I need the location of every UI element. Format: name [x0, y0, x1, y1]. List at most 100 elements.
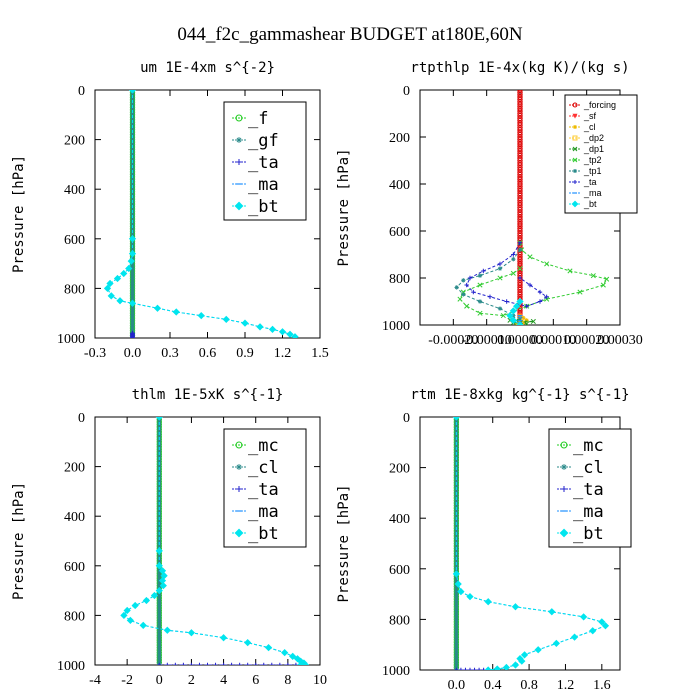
- y-tick-label: 400: [389, 178, 410, 193]
- data-point: [157, 621, 162, 627]
- legend-label: _ta: [248, 480, 279, 500]
- data-point: [130, 170, 135, 176]
- data-point: [157, 614, 162, 619]
- data-point: [484, 598, 492, 606]
- data-point: [130, 289, 135, 295]
- chart-title: rtpthlp 1E-4x(kg K)/(kg s): [410, 60, 629, 76]
- data-point: [464, 282, 469, 288]
- legend-marker: [234, 528, 244, 538]
- x-tick-label: 0.8: [520, 678, 538, 693]
- x-tick-label: -0.3: [84, 346, 106, 361]
- legend-marker: [572, 102, 578, 108]
- data-point: [157, 592, 162, 597]
- data-point: [454, 620, 459, 626]
- legend-label: _tp1: [583, 166, 602, 176]
- data-point: [130, 255, 135, 260]
- x-tick-label: 0.00030: [597, 333, 643, 348]
- data-point: [504, 299, 509, 304]
- data-point: [530, 318, 536, 325]
- data-point: [130, 151, 135, 156]
- data-point: [120, 269, 128, 278]
- data-point: [544, 294, 549, 299]
- data-point: [524, 304, 529, 309]
- chart-panel-2: rtpthlp 1E-4x(kg K)/(kg s) Pressure [hPa]…: [336, 60, 643, 348]
- legend-label: _f: [248, 109, 268, 129]
- data-point: [454, 489, 459, 494]
- data-point: [130, 116, 135, 121]
- data-point: [163, 626, 171, 634]
- data-point: [157, 418, 162, 423]
- legend-marker: [571, 200, 579, 208]
- data-point: [197, 662, 202, 665]
- data-point: [520, 651, 529, 659]
- data-point: [261, 662, 266, 665]
- x-tick-label: 0.4: [484, 678, 502, 693]
- data-point: [454, 600, 459, 606]
- data-point: [157, 662, 162, 665]
- legend-label: _ta: [583, 177, 597, 187]
- data-point: [130, 156, 135, 161]
- data-point: [130, 91, 135, 96]
- data-point: [289, 652, 297, 660]
- series-tp2: [457, 240, 610, 319]
- legend-marker: [572, 135, 578, 141]
- data-point: [454, 459, 459, 464]
- legend-label: _cl: [248, 458, 279, 478]
- data-point: [454, 519, 459, 525]
- data-point: [157, 629, 162, 634]
- data-point: [454, 598, 459, 603]
- data-point: [481, 268, 486, 274]
- data-point: [454, 484, 459, 489]
- data-point: [139, 621, 147, 629]
- data-point: [130, 247, 135, 253]
- data-point: [155, 547, 163, 555]
- y-tick-label: 400: [389, 512, 410, 527]
- data-point: [157, 646, 162, 652]
- data-point: [264, 644, 273, 652]
- y-tick-label: 1000: [382, 319, 410, 334]
- data-point: [130, 292, 135, 297]
- legend-label: _bt: [573, 524, 604, 544]
- x-tick-label: 0.00000: [497, 333, 543, 348]
- y-axis-label: Pressure [hPa]: [11, 482, 27, 600]
- data-point: [509, 316, 517, 324]
- data-point: [157, 577, 162, 582]
- data-point: [130, 265, 135, 270]
- data-point: [157, 502, 162, 508]
- data-point: [157, 649, 162, 654]
- series-bt: [103, 90, 299, 338]
- legend-marker: [573, 169, 577, 173]
- data-point: [268, 325, 277, 333]
- data-point: [454, 590, 459, 596]
- data-point: [116, 297, 124, 305]
- data-point: [497, 306, 503, 311]
- figure-title: 044_f2c_gammashear BUDGET at180E,60N: [177, 24, 523, 45]
- legend-marker: [572, 113, 578, 119]
- data-point: [454, 499, 459, 504]
- legend-label: _ta: [573, 480, 604, 500]
- legend: _mc_cl_ta_ma_bt: [223, 428, 307, 548]
- data-point: [130, 312, 135, 317]
- y-tick-label: 200: [389, 131, 410, 146]
- data-point: [454, 464, 459, 469]
- data-point: [516, 297, 524, 306]
- data-point: [157, 453, 162, 458]
- data-point: [157, 423, 162, 428]
- data-point: [454, 504, 459, 510]
- data-point: [454, 509, 459, 515]
- data-point: [157, 569, 162, 575]
- data-point: [598, 618, 606, 626]
- data-point: [461, 292, 466, 297]
- data-point: [157, 644, 162, 649]
- data-point: [590, 273, 596, 279]
- data-point: [454, 595, 459, 601]
- data-point: [157, 626, 162, 632]
- data-point: [157, 654, 162, 659]
- data-point: [157, 473, 162, 478]
- legend-marker: [236, 159, 242, 165]
- legend-marker: [560, 441, 568, 449]
- data-point: [130, 272, 135, 277]
- data-point: [130, 160, 135, 166]
- data-point: [157, 594, 162, 599]
- data-point: [601, 622, 610, 630]
